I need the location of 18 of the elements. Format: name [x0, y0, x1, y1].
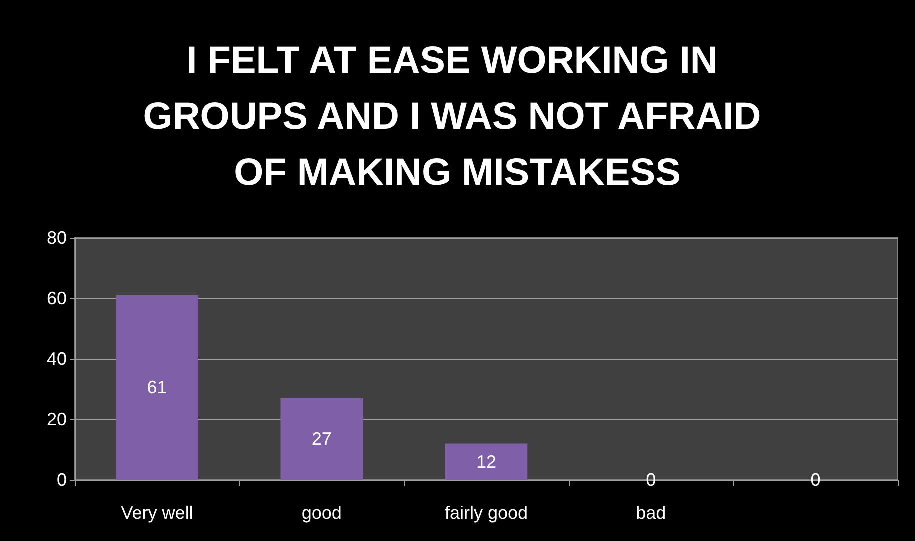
bar: [280, 398, 364, 480]
y-tick-label: 20: [46, 410, 67, 430]
x-tick-label: bad: [636, 503, 666, 523]
y-tick-label: 40: [46, 349, 67, 369]
bar: [445, 444, 528, 480]
x-tick-label: good: [302, 503, 342, 523]
data-label: 12: [476, 452, 497, 472]
data-label: 61: [147, 378, 168, 398]
chart-title: I FELT AT EASE WORKING IN GROUPS AND I WAS NOT AFRAID OF MAKING MISTAKESS: [143, 40, 772, 194]
bar: [116, 295, 198, 480]
data-label: 0: [810, 470, 821, 490]
data-label: 0: [646, 470, 656, 490]
x-tick-label: fairly good: [444, 503, 528, 523]
x-tick-label: Very well: [121, 503, 194, 523]
data-label: 27: [312, 429, 332, 450]
y-tick-label: 60: [46, 288, 67, 308]
y-tick-label: 80: [46, 228, 67, 248]
y-tick-label: 0: [56, 470, 67, 490]
